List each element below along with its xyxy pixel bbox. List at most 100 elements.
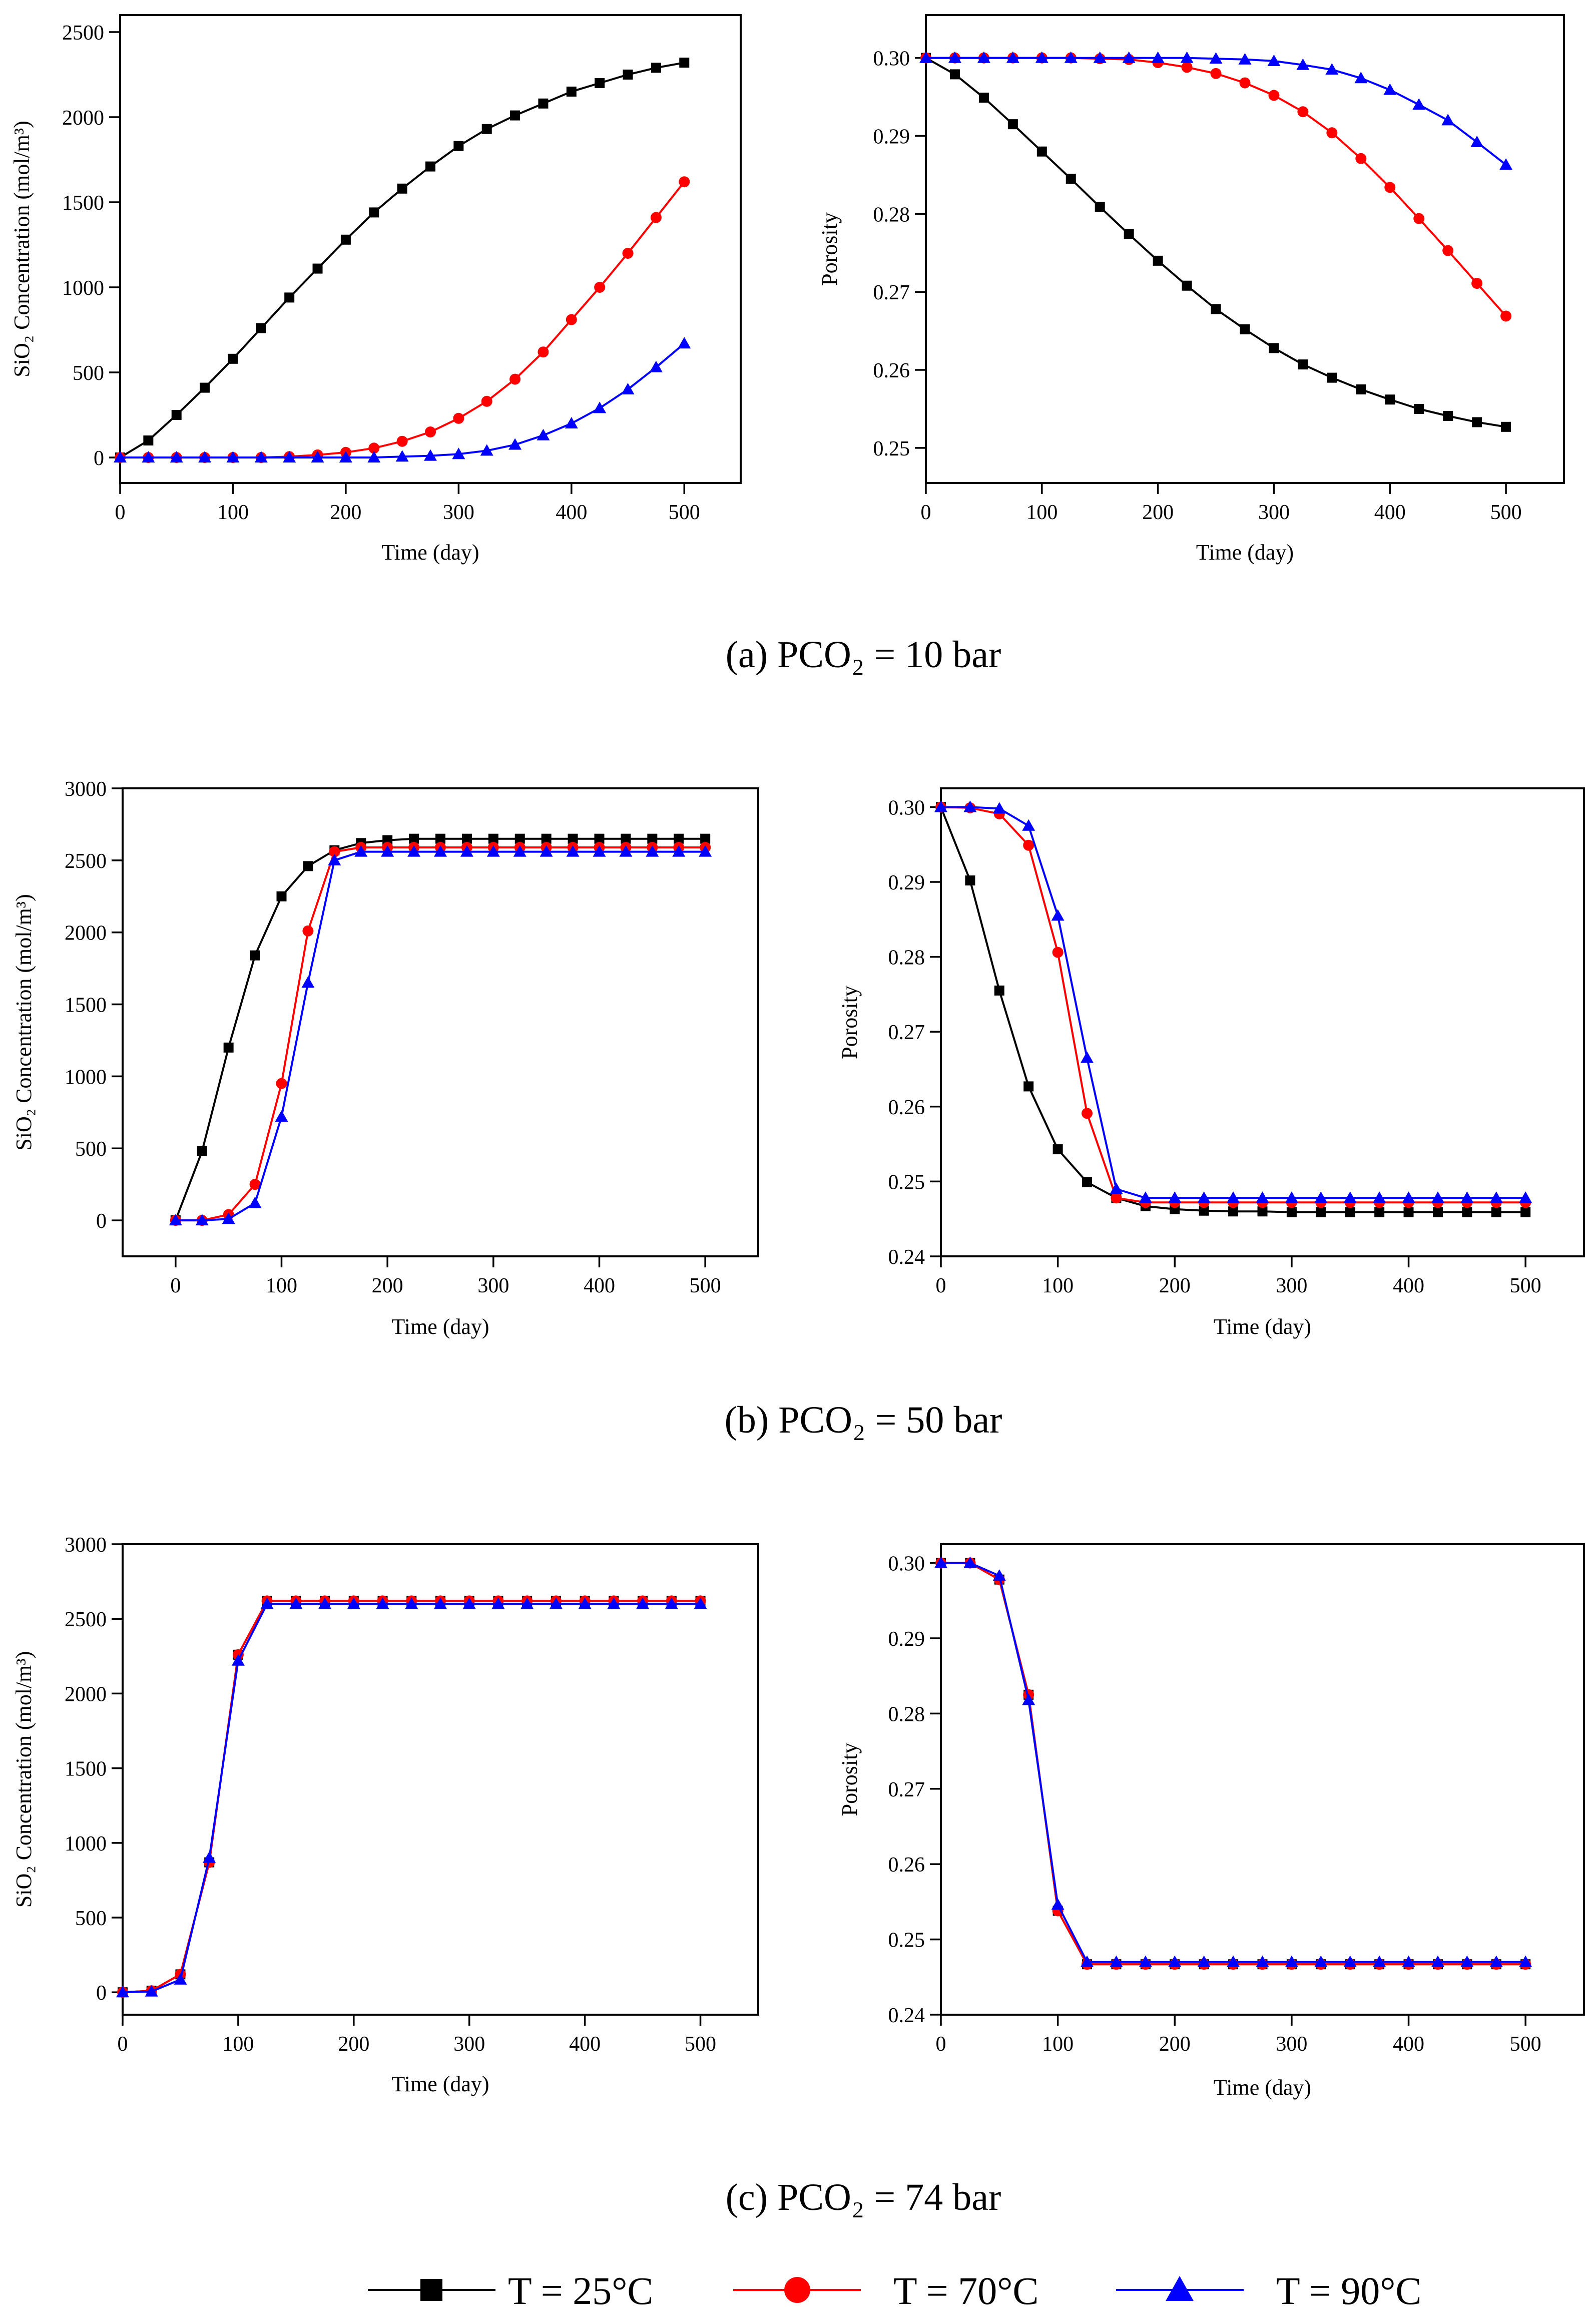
data-point-square (228, 353, 238, 364)
series-line (175, 850, 706, 1222)
data-point-triangle (424, 449, 437, 461)
x-tick-label: 300 (443, 501, 474, 524)
data-point-triangle (1110, 1182, 1123, 1194)
data-point-triangle (1489, 1191, 1503, 1203)
series-1 (936, 802, 1531, 1217)
y-tick-label: 0 (96, 1982, 107, 2005)
data-point-triangle (1489, 1955, 1503, 1967)
series-line (174, 837, 706, 1221)
data-point-triangle (1460, 1191, 1474, 1203)
data-point-triangle (646, 845, 659, 857)
data-point-square (461, 833, 472, 844)
data-point-circle (1210, 68, 1222, 79)
data-point-triangle (508, 438, 522, 450)
data-point-triangle (1285, 1955, 1298, 1967)
data-point-triangle (1081, 1955, 1094, 1967)
data-point-square (674, 833, 684, 844)
series-line (940, 806, 1526, 1204)
x-tick-label: 300 (477, 1274, 509, 1297)
y-tick-label: 0.28 (888, 1703, 925, 1726)
x-tick-label: 200 (1159, 1274, 1191, 1297)
x-tick-label: 0 (936, 2033, 946, 2056)
caption-c: (c) PCO₂ = 74 bar (726, 2176, 1001, 2218)
x-tick-label: 300 (1258, 501, 1290, 524)
data-point-triangle (1267, 54, 1281, 66)
y-tick-label: 2500 (65, 1608, 107, 1631)
data-point-triangle (376, 1597, 389, 1609)
series-1 (170, 833, 711, 1226)
y-tick-label: 2500 (62, 22, 104, 45)
x-tick-label: 400 (1393, 2033, 1424, 2056)
series-2 (935, 801, 1531, 1208)
series-1 (936, 1558, 1531, 1970)
data-point-triangle (407, 845, 421, 857)
y-tick-label: 0.24 (888, 1246, 925, 1269)
y-tick-label: 3000 (65, 778, 107, 801)
data-point-triangle (1343, 1955, 1357, 1967)
data-point-triangle (1051, 1898, 1065, 1910)
data-point-triangle (275, 1110, 288, 1122)
data-point-triangle (195, 1214, 209, 1226)
y-tick-label: 0.27 (873, 281, 910, 304)
chart-c-sio2: 0 100 200 300 400 500 0 500 1000 1500 2000 2500 3000… (12, 1534, 759, 2096)
data-point-square (949, 69, 960, 80)
data-point-triangle (347, 1597, 360, 1609)
series-2 (115, 176, 690, 463)
data-point-triangle (170, 451, 183, 462)
data-point-square (538, 98, 549, 109)
data-point-triangle (537, 428, 550, 440)
data-point-triangle (1519, 1955, 1532, 1967)
data-point-circle (1052, 947, 1063, 958)
data-point-triangle (593, 401, 607, 413)
caption-b: (b) PCO₂ = 50 bar (725, 1399, 1002, 1441)
y-tick-label: 1500 (65, 1758, 107, 1781)
y-tick-label: 0.26 (888, 1096, 925, 1119)
data-point-square (541, 833, 552, 844)
y-tick-label: 500 (73, 362, 104, 385)
x-tick-label: 0 (118, 2033, 128, 2056)
data-point-triangle (460, 845, 473, 857)
data-point-square (1052, 1144, 1063, 1155)
plot-frame (940, 1543, 1585, 2016)
data-point-circle (396, 435, 408, 447)
series-line (122, 1600, 701, 1994)
data-point-triangle (1460, 1955, 1474, 1967)
data-point-triangle (283, 451, 296, 462)
data-point-square (1345, 1207, 1355, 1217)
y-tick-label: 0.27 (888, 1021, 925, 1044)
x-tick-label: 400 (1393, 1274, 1424, 1297)
x-axis-label: Time (day) (391, 2072, 489, 2096)
data-point-square (223, 1042, 234, 1053)
data-point-triangle (434, 1597, 447, 1609)
x-tick-label: 300 (1276, 1274, 1307, 1297)
series-line (941, 1562, 1526, 1963)
data-point-square (566, 87, 577, 97)
data-point-circle (1471, 278, 1483, 289)
x-tick-label: 500 (685, 2033, 716, 2056)
data-point-triangle (1209, 52, 1223, 64)
data-point-square (1257, 1206, 1268, 1217)
x-tick-label: 200 (330, 501, 361, 524)
data-point-triangle (1139, 1955, 1152, 1967)
data-point-square (284, 292, 295, 303)
data-point-triangle (549, 1597, 563, 1609)
data-point-square (1298, 359, 1308, 370)
data-point-circle (276, 1078, 287, 1089)
y-tick-label: 0.25 (873, 437, 910, 460)
series-line (941, 1562, 1526, 1966)
series-1 (921, 53, 1511, 432)
series-3 (934, 1556, 1532, 1967)
data-point-circle (538, 346, 549, 358)
y-tick-label: 2000 (62, 107, 104, 130)
series-line (122, 1600, 701, 1994)
data-point-triangle (198, 451, 212, 462)
y-tick-label: 1500 (62, 192, 104, 215)
series-3 (934, 800, 1532, 1203)
data-point-square (1385, 394, 1395, 405)
x-tick-label: 400 (584, 1274, 615, 1297)
data-point-triangle (1168, 1955, 1182, 1967)
y-tick-label: 2500 (65, 850, 107, 873)
x-axis-label: Time (day) (1214, 1314, 1311, 1339)
data-point-square (1199, 1205, 1209, 1216)
legend-label-90c: T = 90°C (1276, 2269, 1421, 2312)
